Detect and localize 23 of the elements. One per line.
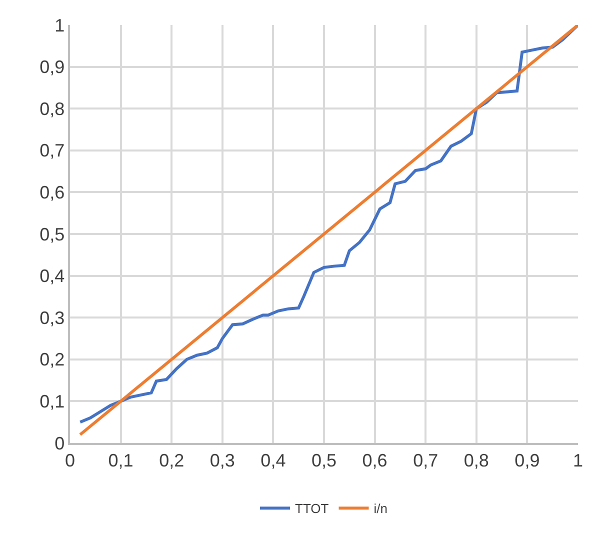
y-tick-label: 0,6 <box>40 182 65 202</box>
legend-label: TTOT <box>295 501 329 516</box>
y-tick-label: 0,3 <box>40 308 65 328</box>
y-tick-label: 0,8 <box>40 98 65 119</box>
y-tick-label: 0,1 <box>40 392 65 412</box>
x-tick-label: 0,3 <box>210 450 235 470</box>
x-tick-label: 0,7 <box>413 450 438 470</box>
y-tick-label: 0,5 <box>40 224 65 244</box>
y-tick-label: 0,9 <box>40 57 65 78</box>
y-tick-label: 1 <box>54 15 65 36</box>
x-tick-label: 0,8 <box>464 450 489 470</box>
y-tick-label: 0,4 <box>40 266 65 286</box>
x-tick-label: 0,9 <box>514 450 540 470</box>
x-tick-label: 1 <box>572 450 584 470</box>
x-tick-label: 0,4 <box>260 450 286 470</box>
y-tick-label: 0 <box>54 433 65 454</box>
y-tick-label: 0,7 <box>40 140 65 161</box>
x-tick-label: 0,5 <box>311 450 337 470</box>
legend-label: i/n <box>374 501 388 516</box>
x-tick-label: 0,2 <box>159 450 184 470</box>
x-tick-label: 0,6 <box>362 450 388 470</box>
x-tick-label: 0,1 <box>108 450 134 470</box>
y-tick-label: 0,2 <box>40 350 65 370</box>
